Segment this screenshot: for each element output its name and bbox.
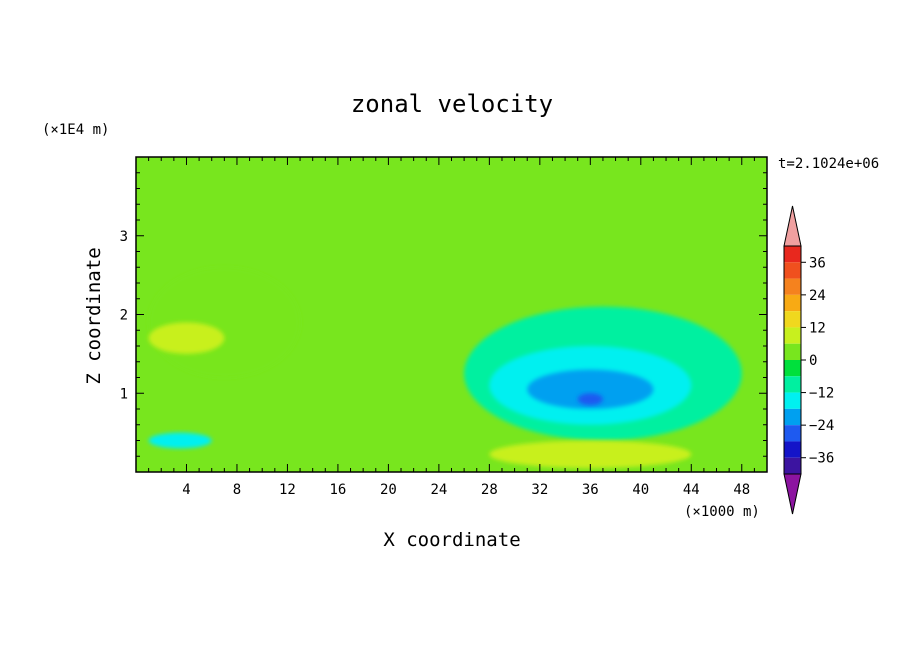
colorbar-label: 12 <box>809 320 826 336</box>
x-tick-label: 8 <box>233 482 241 498</box>
colorbar-label: 24 <box>809 288 826 304</box>
y-axis-ticks: 1 2 3 <box>120 172 767 457</box>
colorbar-label: 0 <box>809 353 817 369</box>
x-tick-label: 4 <box>182 482 190 498</box>
colorbar-label: 36 <box>809 255 826 271</box>
colorbar-level <box>784 311 801 328</box>
y-unit-label: (×1E4 m) <box>42 122 109 138</box>
colorbar-level <box>784 262 801 279</box>
contour-region <box>148 322 225 354</box>
colorbar-under-arrow <box>783 473 802 515</box>
y-tick-label: 3 <box>120 229 128 245</box>
x-axis-label: X coordinate <box>383 529 520 551</box>
x-tick-label: 36 <box>582 482 599 498</box>
contour-region <box>148 267 301 378</box>
colorbar-level <box>784 278 801 295</box>
y-axis-label: Z coordinate <box>83 247 105 384</box>
x-tick-label: 20 <box>380 482 397 498</box>
colorbar-label: −12 <box>809 386 834 402</box>
x-tick-label: 16 <box>329 482 346 498</box>
contour-region <box>148 432 212 449</box>
x-tick-label: 32 <box>531 482 548 498</box>
colorbar-label: −24 <box>809 418 834 434</box>
contour-field <box>136 157 767 472</box>
colorbar-level <box>784 360 801 377</box>
colorbar-level <box>784 441 801 458</box>
x-tick-label: 28 <box>481 482 498 498</box>
colorbar-label: −36 <box>809 451 834 467</box>
colorbar-level <box>784 392 801 409</box>
x-tick-label: 24 <box>430 482 447 498</box>
colorbar: 36 24 12 0 −12 −24 −36 <box>783 205 834 515</box>
x-tick-label: 12 <box>279 482 296 498</box>
contour-region <box>527 369 654 409</box>
colorbar-level <box>784 425 801 442</box>
colorbar-level <box>784 294 801 312</box>
colorbar-over-arrow <box>783 205 802 247</box>
y-tick-label: 1 <box>120 386 128 402</box>
time-label: t=2.1024e+06 <box>778 156 879 172</box>
x-tick-label: 48 <box>733 482 750 498</box>
x-tick-label: 40 <box>632 482 649 498</box>
y-tick-label: 2 <box>120 308 128 324</box>
contour-region <box>489 440 692 469</box>
contour-region <box>577 393 603 406</box>
x-axis-ticks: 4 8 12 16 20 24 28 32 36 40 44 48 <box>148 157 755 498</box>
colorbar-level <box>784 343 801 360</box>
chart-title: zonal velocity <box>351 90 553 118</box>
x-tick-label: 44 <box>683 482 700 498</box>
colorbar-level <box>784 457 801 474</box>
colorbar-level <box>784 246 801 263</box>
colorbar-level <box>784 408 801 426</box>
x-unit-label: (×1000 m) <box>684 504 760 520</box>
colorbar-level <box>784 327 801 344</box>
colorbar-level <box>784 376 801 393</box>
